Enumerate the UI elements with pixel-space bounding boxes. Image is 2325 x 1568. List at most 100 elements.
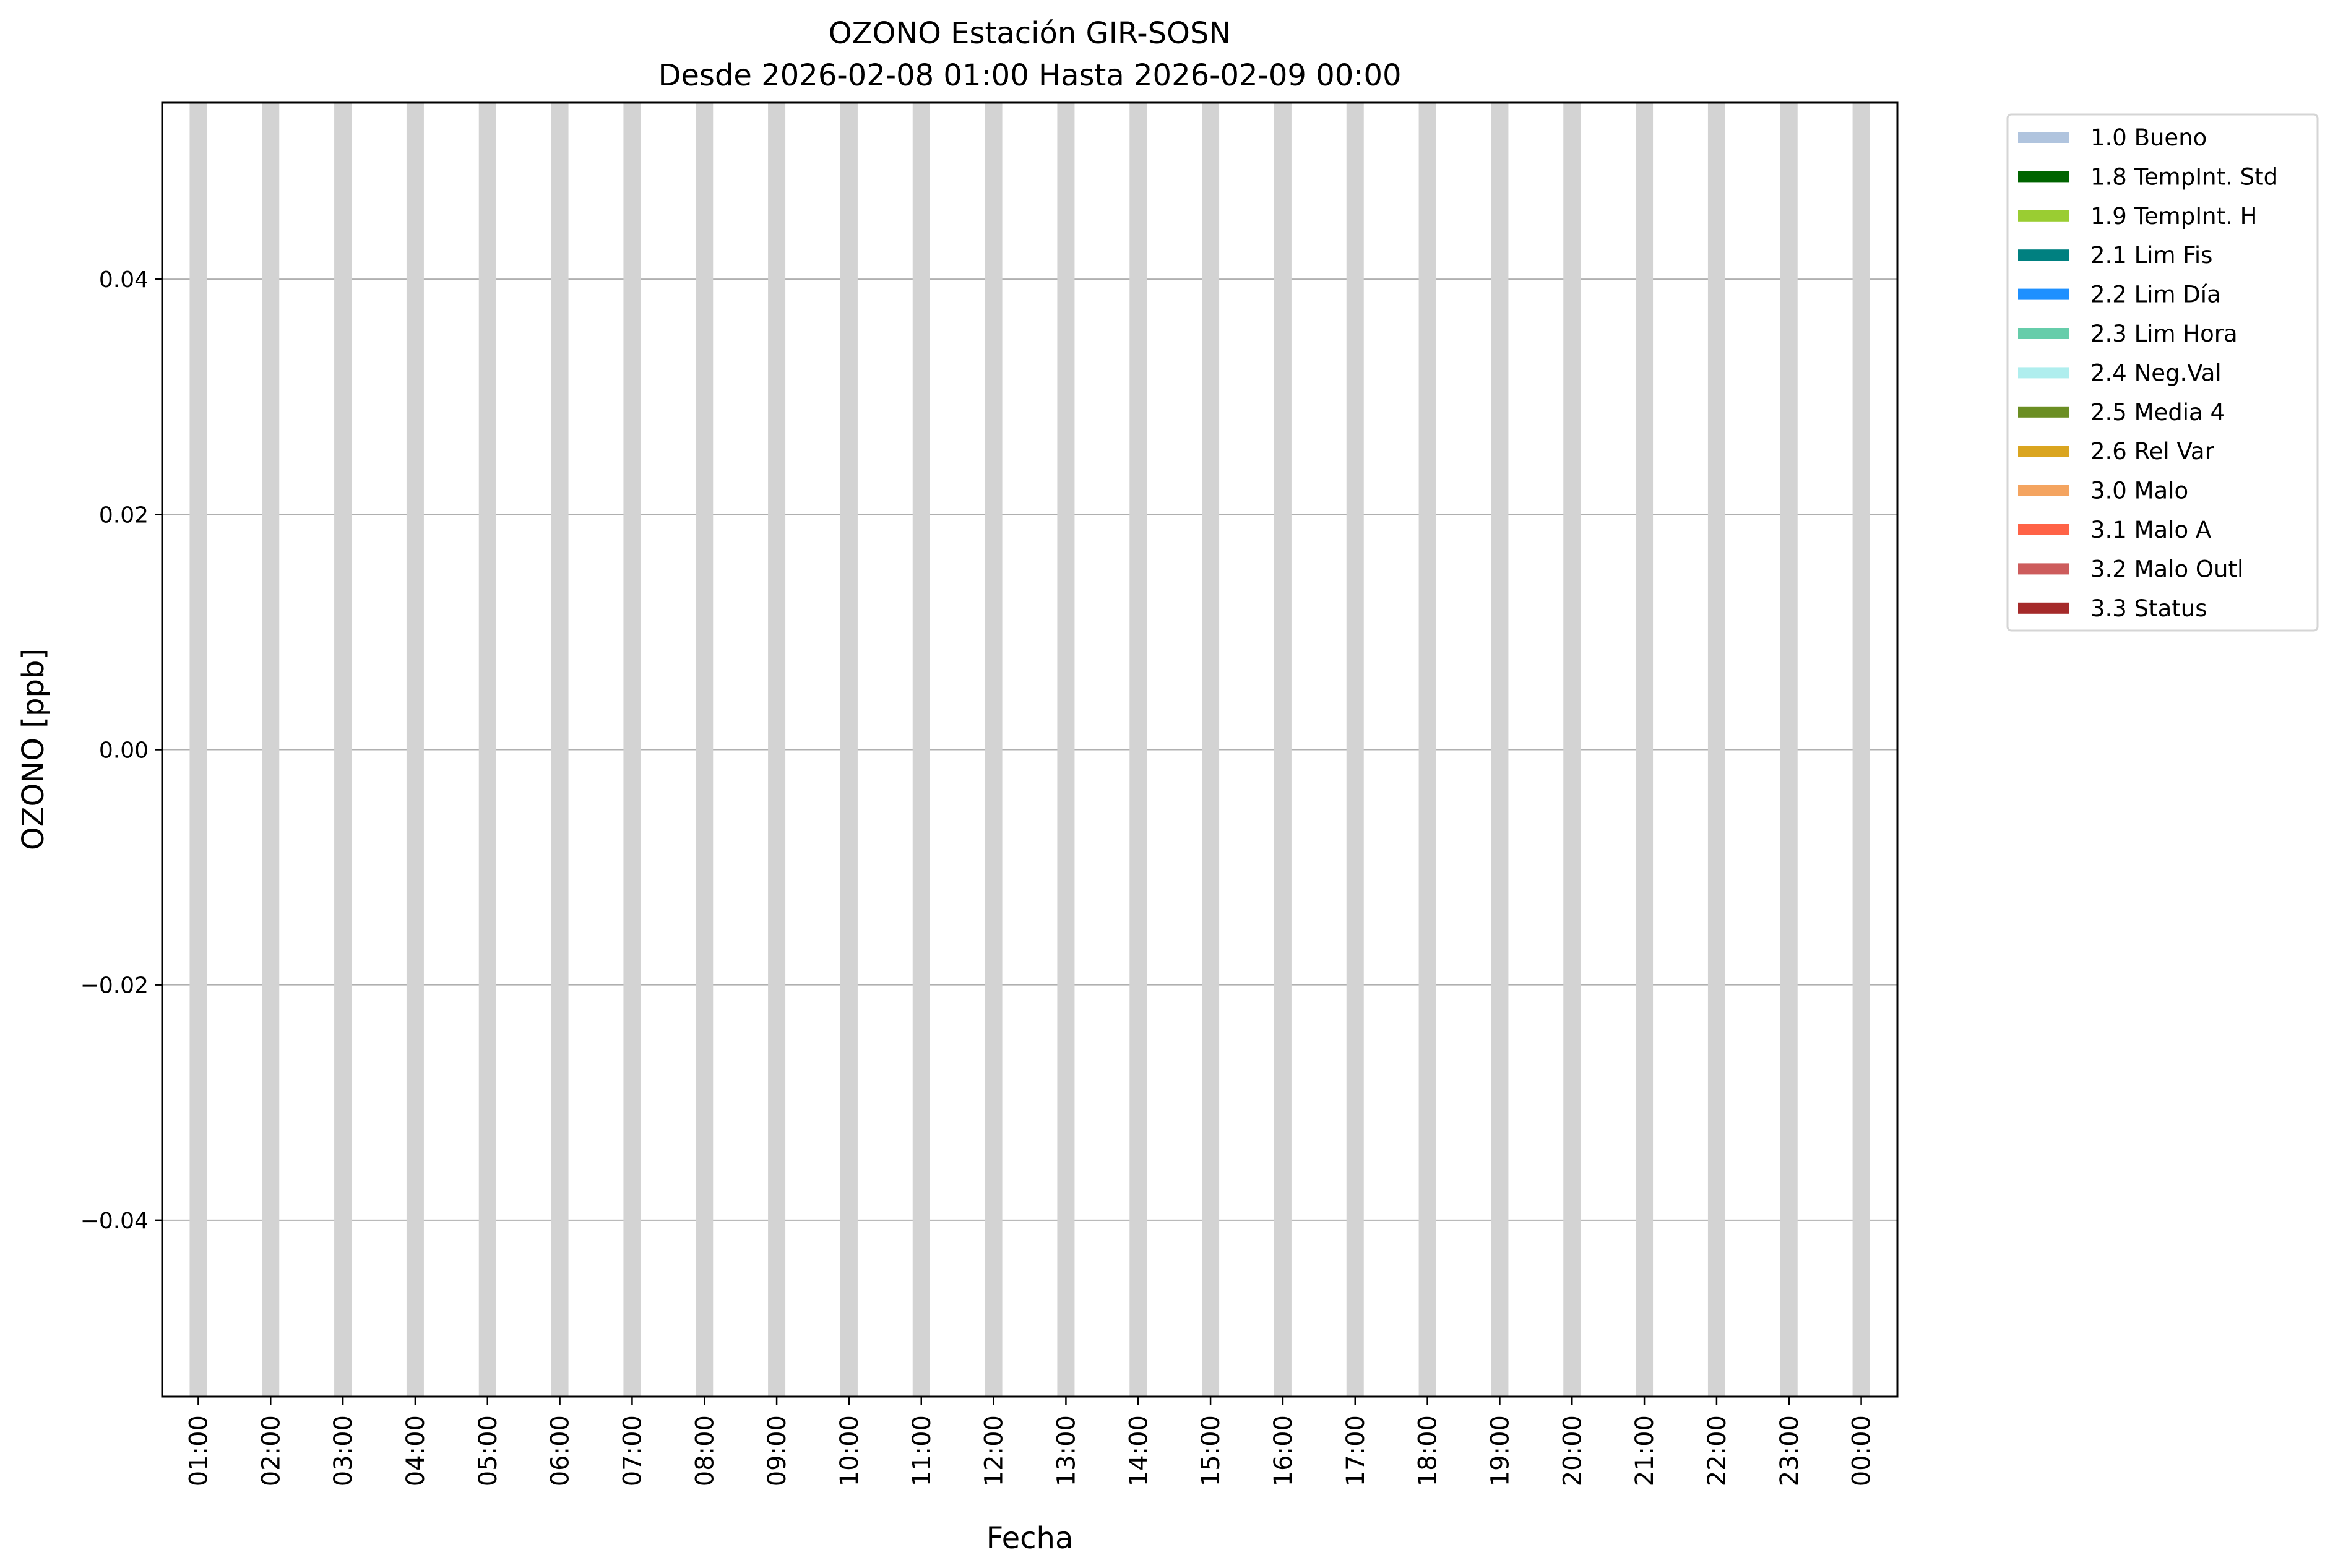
legend-item: 2.2 Lim Día bbox=[2018, 282, 2221, 308]
missing-data-band bbox=[623, 103, 641, 1397]
legend-item: 3.3 Status bbox=[2018, 595, 2207, 622]
legend-swatch bbox=[2018, 485, 2069, 496]
legend-label: 3.0 Malo bbox=[2090, 478, 2188, 504]
legend-label: 2.5 Media 4 bbox=[2090, 399, 2225, 426]
legend-swatch bbox=[2018, 524, 2069, 535]
missing-data-band bbox=[551, 103, 569, 1397]
legend-label: 1.8 TempInt. Std bbox=[2090, 163, 2278, 190]
legend-item: 3.1 Malo A bbox=[2018, 517, 2211, 543]
missing-data-band bbox=[1852, 103, 1870, 1397]
x-tick-label: 19:00 bbox=[1486, 1415, 1514, 1486]
missing-data-band bbox=[696, 103, 714, 1397]
missing-data-band bbox=[1636, 103, 1654, 1397]
missing-data-band bbox=[840, 103, 858, 1397]
missing-data-band bbox=[1346, 103, 1364, 1397]
x-tick-label: 15:00 bbox=[1197, 1415, 1225, 1486]
missing-data-band bbox=[1707, 103, 1725, 1397]
missing-data-band bbox=[262, 103, 280, 1397]
x-tick-label: 03:00 bbox=[329, 1415, 358, 1486]
legend-item: 1.9 TempInt. H bbox=[2018, 203, 2257, 230]
legend-swatch bbox=[2018, 328, 2069, 339]
x-tick-label: 01:00 bbox=[184, 1415, 213, 1486]
x-tick-label: 00:00 bbox=[1848, 1415, 1876, 1486]
y-tick-label: −0.04 bbox=[80, 1208, 149, 1234]
legend-swatch bbox=[2018, 210, 2069, 222]
legend-item: 3.2 Malo Outl bbox=[2018, 556, 2243, 582]
legend-item: 2.5 Media 4 bbox=[2018, 399, 2225, 426]
x-tick-label: 11:00 bbox=[908, 1415, 936, 1486]
x-tick-label: 16:00 bbox=[1269, 1415, 1298, 1486]
missing-data-band bbox=[189, 103, 207, 1397]
legend-swatch bbox=[2018, 249, 2069, 261]
x-tick-label: 05:00 bbox=[474, 1415, 503, 1486]
missing-data-band bbox=[406, 103, 424, 1397]
x-axis-label: Fecha bbox=[986, 1521, 1074, 1556]
x-tick-label: 18:00 bbox=[1414, 1415, 1443, 1486]
x-tick-label: 06:00 bbox=[546, 1415, 575, 1486]
y-tick-label: 0.00 bbox=[99, 738, 149, 764]
x-tick-label: 08:00 bbox=[691, 1415, 719, 1486]
legend-label: 2.3 Lim Hora bbox=[2090, 321, 2238, 347]
x-tick-label: 21:00 bbox=[1631, 1415, 1659, 1486]
x-tick-label: 23:00 bbox=[1775, 1415, 1804, 1486]
legend-swatch bbox=[2018, 406, 2069, 418]
legend-label: 2.4 Neg.Val bbox=[2090, 360, 2222, 386]
legend-label: 1.0 Bueno bbox=[2090, 124, 2207, 151]
legend-swatch bbox=[2018, 563, 2069, 575]
missing-data-band bbox=[912, 103, 930, 1397]
x-tick-label: 10:00 bbox=[835, 1415, 864, 1486]
legend-item: 1.8 TempInt. Std bbox=[2018, 163, 2278, 190]
legend-label: 2.1 Lim Fis bbox=[2090, 242, 2212, 269]
legend-item: 2.6 Rel Var bbox=[2018, 438, 2215, 465]
x-tick-label: 17:00 bbox=[1342, 1415, 1370, 1486]
y-tick-label: 0.02 bbox=[99, 502, 149, 528]
legend-item: 3.0 Malo bbox=[2018, 478, 2188, 504]
missing-data-band bbox=[334, 103, 352, 1397]
missing-data-band bbox=[478, 103, 496, 1397]
legend-label: 3.1 Malo A bbox=[2090, 517, 2211, 543]
legend-swatch bbox=[2018, 171, 2069, 183]
bands bbox=[189, 103, 1870, 1397]
missing-data-band bbox=[1418, 103, 1436, 1397]
y-tick-label: −0.02 bbox=[80, 973, 149, 999]
chart-title: OZONO Estación GIR-SOSN bbox=[829, 16, 1231, 51]
legend-swatch bbox=[2018, 446, 2069, 457]
legend-item: 2.1 Lim Fis bbox=[2018, 242, 2212, 269]
missing-data-band bbox=[985, 103, 1003, 1397]
missing-data-band bbox=[1202, 103, 1220, 1397]
legend-swatch bbox=[2018, 132, 2069, 143]
legend-item: 2.3 Lim Hora bbox=[2018, 321, 2238, 347]
missing-data-band bbox=[1129, 103, 1147, 1397]
x-tick-label: 13:00 bbox=[1052, 1415, 1081, 1486]
missing-data-band bbox=[768, 103, 786, 1397]
missing-data-band bbox=[1491, 103, 1509, 1397]
legend-label: 3.3 Status bbox=[2090, 595, 2207, 622]
y-axis-label: OZONO [ppb] bbox=[16, 648, 51, 850]
chart-subtitle: Desde 2026-02-08 01:00 Hasta 2026-02-09 … bbox=[658, 58, 1401, 93]
missing-data-band bbox=[1274, 103, 1292, 1397]
x-tick-label: 07:00 bbox=[618, 1415, 647, 1486]
legend-label: 2.2 Lim Día bbox=[2090, 282, 2221, 308]
y-axis: −0.04 −0.02 0.00 0.02 0.04 bbox=[80, 267, 162, 1234]
x-tick-label: 12:00 bbox=[980, 1415, 1009, 1486]
legend-label: 2.6 Rel Var bbox=[2090, 438, 2215, 465]
x-tick-label: 04:00 bbox=[402, 1415, 430, 1486]
x-tick-label: 14:00 bbox=[1124, 1415, 1153, 1486]
legend-swatch bbox=[2018, 288, 2069, 300]
x-axis: 01:00 02:00 03:00 04:00 05:00 06:00 07:00 08:00… bbox=[184, 1397, 1876, 1486]
legend-box bbox=[2006, 113, 2319, 632]
legend-label: 1.9 TempInt. H bbox=[2090, 203, 2257, 230]
y-tick-label: 0.04 bbox=[99, 267, 149, 293]
missing-data-band bbox=[1057, 103, 1075, 1397]
x-tick-label: 20:00 bbox=[1558, 1415, 1587, 1486]
x-tick-label: 09:00 bbox=[763, 1415, 792, 1486]
x-tick-label: 02:00 bbox=[257, 1415, 285, 1486]
legend-item: 2.4 Neg.Val bbox=[2018, 360, 2222, 386]
missing-data-band bbox=[1563, 103, 1581, 1397]
legend-label: 3.2 Malo Outl bbox=[2090, 556, 2243, 582]
legend-swatch bbox=[2018, 367, 2069, 379]
x-tick-label: 22:00 bbox=[1703, 1415, 1732, 1486]
legend: 1.0 Bueno 1.8 TempInt. Std 1.9 TempInt. H 2… bbox=[2006, 113, 2319, 632]
